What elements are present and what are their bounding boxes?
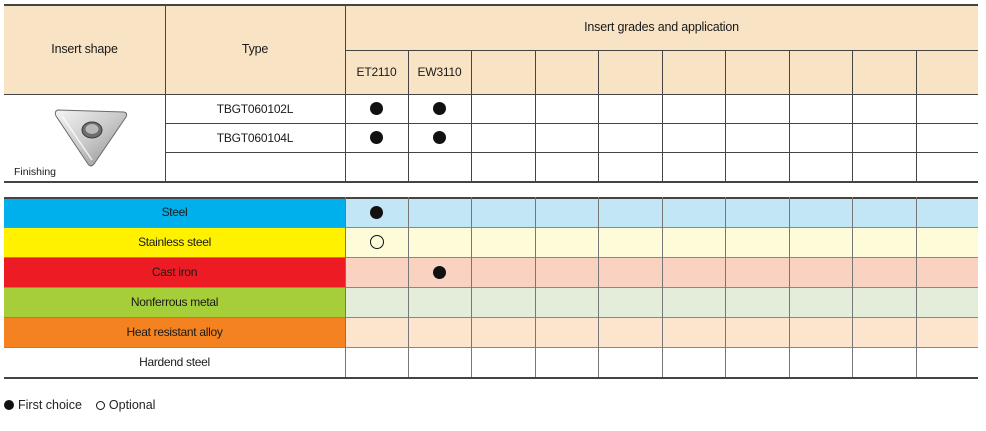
application-cells (345, 287, 978, 317)
application-label: Cast iron (4, 257, 345, 287)
legend-optional: Optional (108, 398, 156, 412)
type-cell (165, 152, 345, 181)
application-row: Cast iron (4, 257, 978, 287)
grade-header (789, 50, 852, 94)
table-top-border (4, 4, 978, 6)
column-divider (916, 197, 917, 377)
grade-header (535, 50, 598, 94)
column-divider (345, 4, 346, 181)
first-choice-mark (370, 102, 383, 115)
application-label: Hardend steel (4, 347, 345, 377)
column-divider (408, 50, 409, 181)
header-background (4, 4, 978, 94)
row-divider (165, 152, 978, 153)
column-divider (408, 197, 409, 377)
column-divider (165, 4, 166, 181)
header-divider (345, 50, 978, 51)
grade-header (662, 50, 725, 94)
first-choice-mark (433, 131, 446, 144)
grade-header (916, 50, 978, 94)
row-divider (4, 317, 978, 318)
row-divider (165, 123, 978, 124)
application-label: Stainless steel (4, 227, 345, 257)
column-divider (852, 50, 853, 181)
application-cells (345, 227, 978, 257)
grade-header (725, 50, 789, 94)
column-divider (725, 50, 726, 181)
application-label: Heat resistant alloy (4, 317, 345, 347)
type-cell: TBGT060104L (216, 130, 294, 145)
triangular-insert-icon (54, 109, 128, 167)
column-divider (598, 50, 599, 181)
application-label: Nonferrous metal (4, 287, 345, 317)
first-choice-mark (370, 131, 383, 144)
column-divider (535, 197, 536, 377)
column-divider (789, 197, 790, 377)
row-divider (4, 227, 978, 228)
insert-shape-cell: Finishing (4, 94, 165, 181)
row-divider (4, 347, 978, 348)
grade-header (471, 50, 535, 94)
grade-header: EW3110 (417, 65, 462, 79)
legend-first-choice: First choice (18, 398, 82, 412)
application-cells (345, 197, 978, 227)
row-divider (4, 257, 978, 258)
application-row: Steel (4, 197, 978, 227)
application-row: Heat resistant alloy (4, 317, 978, 347)
app-bottom-border (4, 377, 978, 379)
header-insert-shape: Insert shape (51, 42, 118, 56)
column-divider (471, 197, 472, 377)
header-grades-title: Insert grades and application (584, 20, 739, 34)
legend: First choice Optional (4, 398, 155, 412)
table-bottom-border (4, 181, 978, 183)
application-cells (345, 257, 978, 287)
column-divider (789, 50, 790, 181)
first-choice-icon (4, 400, 14, 410)
column-divider (345, 197, 346, 377)
column-divider (852, 197, 853, 377)
column-divider (662, 50, 663, 181)
optional-icon (95, 400, 105, 410)
column-divider (535, 50, 536, 181)
column-divider (725, 197, 726, 377)
application-label: Steel (4, 197, 345, 227)
first-choice-mark (433, 265, 446, 279)
column-divider (471, 50, 472, 181)
application-cells (345, 317, 978, 347)
optional-mark (369, 235, 384, 249)
grade-header: ET2110 (356, 65, 397, 79)
application-row: Nonferrous metal (4, 287, 978, 317)
grade-header (598, 50, 662, 94)
app-top-border (4, 197, 978, 199)
first-choice-mark (370, 205, 383, 219)
column-divider (598, 197, 599, 377)
row-divider (4, 287, 978, 288)
first-choice-mark (433, 102, 446, 115)
column-divider (916, 50, 917, 181)
type-cell: TBGT060102L (216, 101, 294, 116)
application-cells (345, 347, 978, 377)
header-type: Type (241, 42, 269, 56)
insert-category-label: Finishing (14, 166, 57, 178)
header-bottom-border (4, 94, 978, 95)
application-row: Hardend steel (4, 347, 978, 377)
column-divider (662, 197, 663, 377)
application-row: Stainless steel (4, 227, 978, 257)
grade-header (852, 50, 916, 94)
